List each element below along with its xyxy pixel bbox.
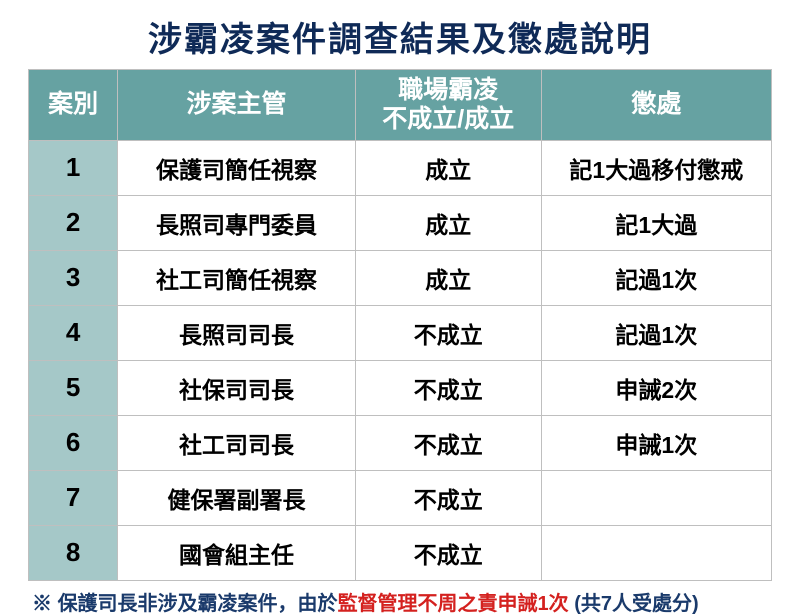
table-row: 4長照司司長不成立記過1次 [29,305,772,360]
status: 成立 [355,140,541,195]
case-no: 8 [29,525,118,580]
footnote-text-b: 監督管理不周之責申誡1次 [338,593,569,615]
punish [541,525,771,580]
person: 保護司簡任視察 [118,140,356,195]
table-row: 8國會組主任不成立 [29,525,772,580]
punish [541,470,771,525]
status: 成立 [355,250,541,305]
person: 長照司專門委員 [118,195,356,250]
col-punish: 懲處 [541,70,771,141]
footnote: ※ 保護司長非涉及霸凌案件，由於監督管理不周之責申誡1次 (共7人受處分) [28,587,772,616]
case-no: 4 [29,305,118,360]
person: 長照司司長 [118,305,356,360]
person: 健保署副署長 [118,470,356,525]
table-row: 3社工司簡任視察成立記過1次 [29,250,772,305]
person: 社工司簡任視察 [118,250,356,305]
footnote-text-a: 保護司長非涉及霸凌案件，由於 [58,593,338,615]
table-row: 5社保司司長不成立申誡2次 [29,360,772,415]
footnote-symbol: ※ [32,593,52,615]
punish: 申誡1次 [541,415,771,470]
case-no: 2 [29,195,118,250]
table-row: 1保護司簡任視察成立記1大過移付懲戒 [29,140,772,195]
person: 社保司司長 [118,360,356,415]
case-no: 5 [29,360,118,415]
col-case-no: 案別 [29,70,118,141]
footnote-text-c: (共7人受處分) [569,593,699,615]
case-no: 3 [29,250,118,305]
person: 國會組主任 [118,525,356,580]
table-row: 2長照司專門委員成立記1大過 [29,195,772,250]
case-no: 6 [29,415,118,470]
col-status-line2: 不成立/成立 [360,105,537,134]
table-row: 7健保署副署長不成立 [29,470,772,525]
status: 成立 [355,195,541,250]
punish: 記過1次 [541,305,771,360]
case-no: 7 [29,470,118,525]
punish: 申誡2次 [541,360,771,415]
col-status: 職場霸凌 不成立/成立 [355,70,541,141]
punish: 記過1次 [541,250,771,305]
table-header-row: 案別 涉案主管 職場霸凌 不成立/成立 懲處 [29,70,772,141]
person: 社工司司長 [118,415,356,470]
status: 不成立 [355,415,541,470]
table-row: 6社工司司長不成立申誡1次 [29,415,772,470]
result-table: 案別 涉案主管 職場霸凌 不成立/成立 懲處 1保護司簡任視察成立記1大過移付懲… [28,69,772,581]
punish: 記1大過 [541,195,771,250]
status: 不成立 [355,525,541,580]
case-no: 1 [29,140,118,195]
status: 不成立 [355,360,541,415]
punish: 記1大過移付懲戒 [541,140,771,195]
page-title: 涉霸凌案件調查結果及懲處說明 [28,12,772,61]
status: 不成立 [355,470,541,525]
status: 不成立 [355,305,541,360]
col-status-line1: 職場霸凌 [360,76,537,105]
col-person: 涉案主管 [118,70,356,141]
